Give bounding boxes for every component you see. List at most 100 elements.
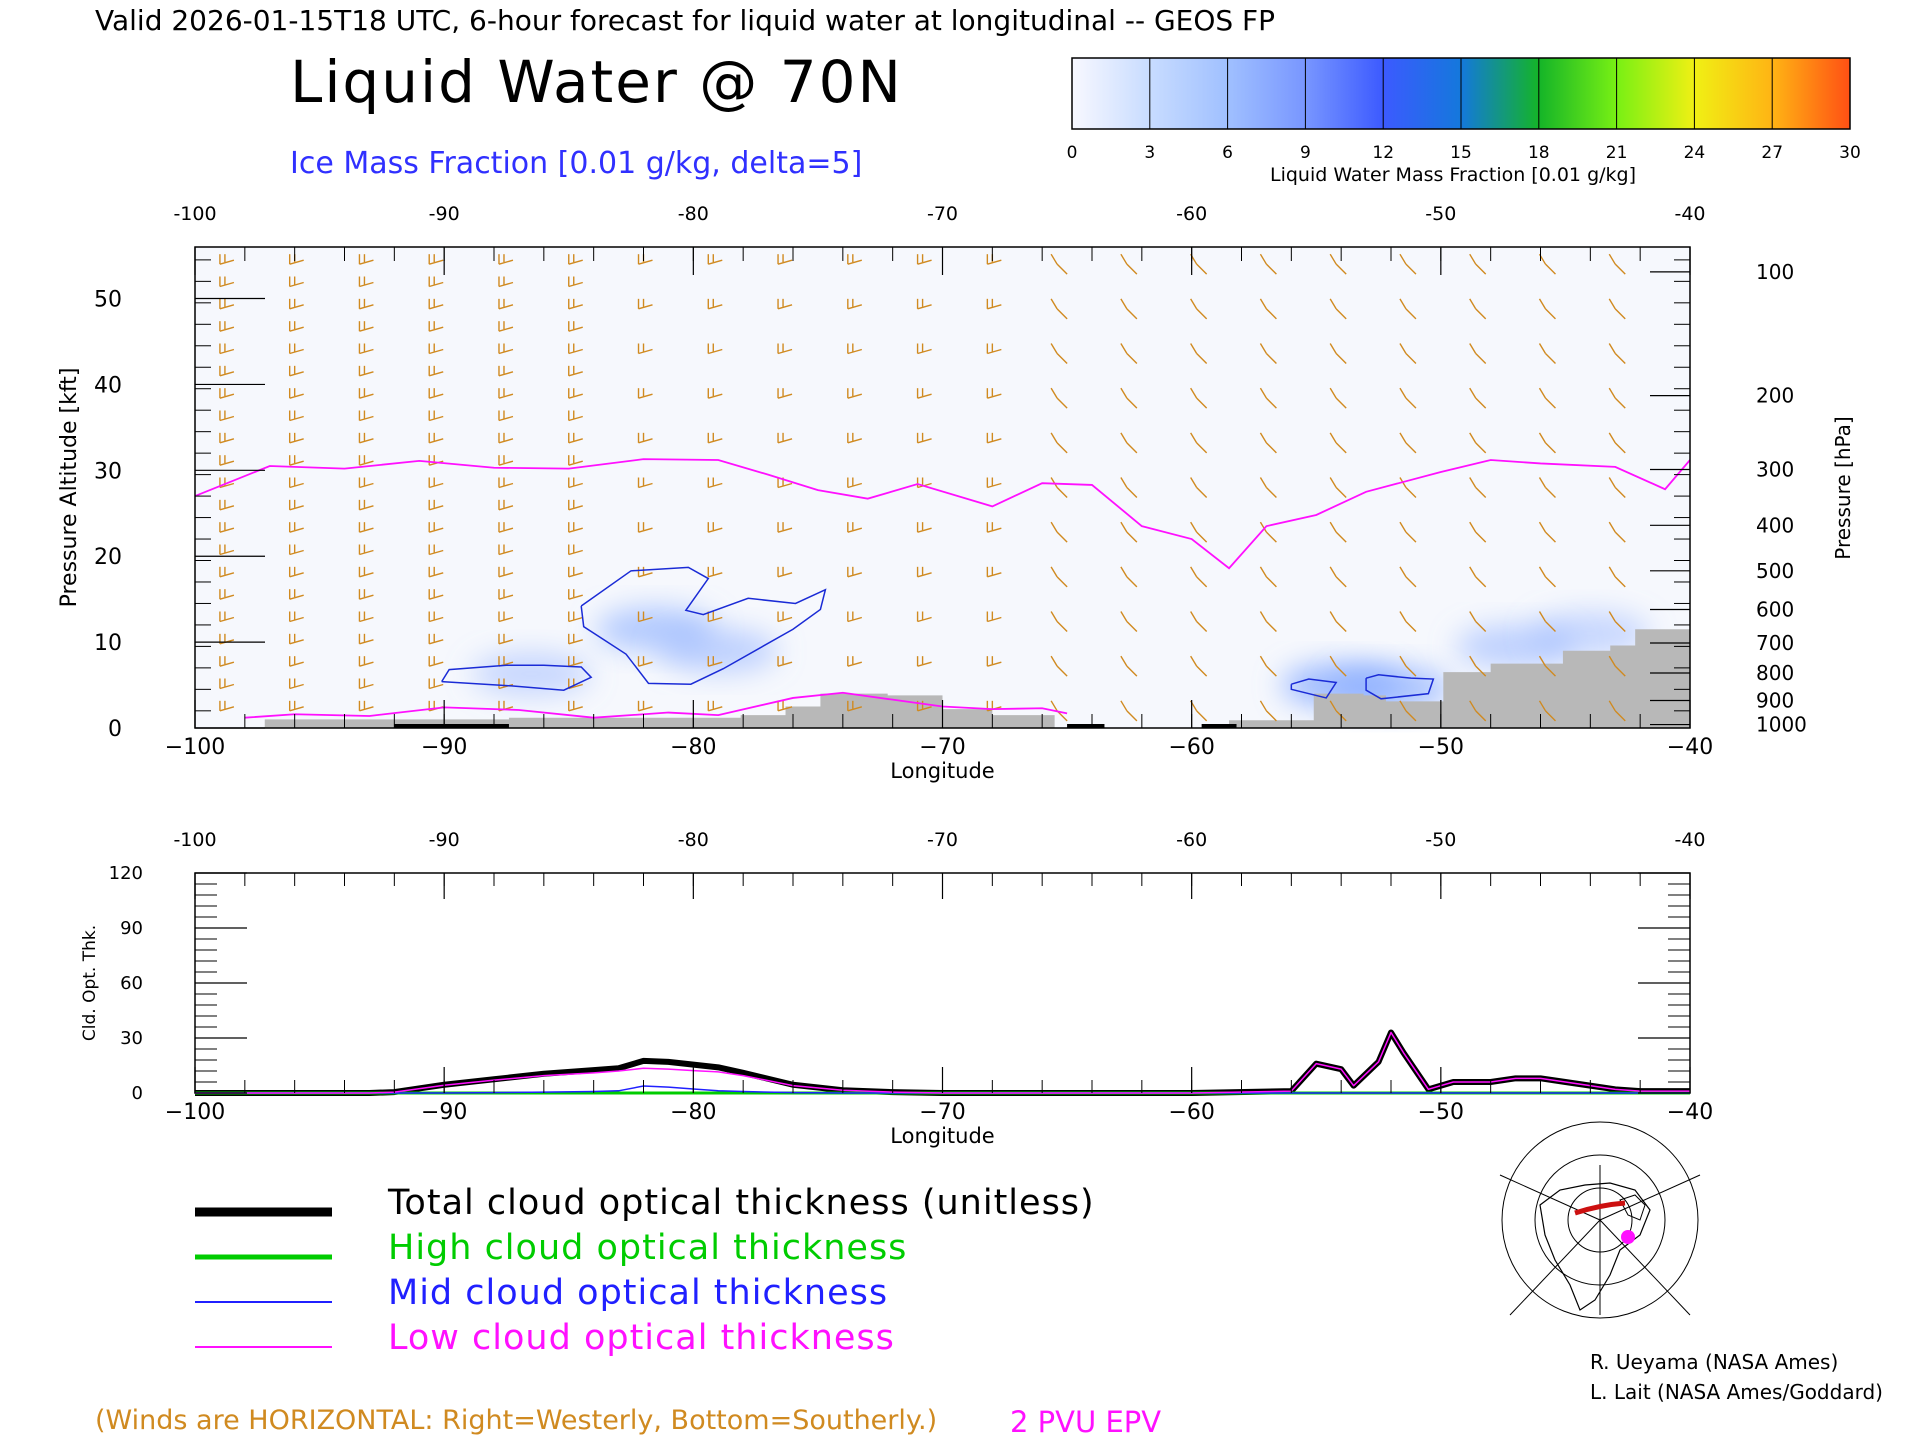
wind-barb [1608, 298, 1626, 320]
wind-barb [847, 388, 863, 399]
ice-contour [580, 566, 827, 685]
x-tick-label-bottom: −90 [421, 1100, 467, 1125]
wind-barb [1190, 521, 1208, 543]
wind-barb [637, 343, 653, 355]
wind-barb [777, 611, 793, 623]
wind-barb [1329, 387, 1347, 409]
legend [195, 1207, 332, 1348]
wind-barb [637, 566, 653, 578]
x-tick-label-top: -40 [1674, 829, 1705, 851]
x-tick-label-top: -100 [173, 829, 216, 851]
wind-barb [498, 365, 514, 377]
wind-barb [1608, 253, 1626, 275]
y-tick-label: 60 [120, 973, 143, 994]
wind-barb [288, 343, 304, 355]
wind-barb [219, 499, 235, 511]
wind-barb [1329, 611, 1347, 632]
transect-track [1574, 1200, 1626, 1216]
wind-barb [777, 700, 793, 712]
wind-barb [219, 522, 235, 533]
wind-barb [1399, 343, 1417, 365]
wind-barb [1329, 253, 1347, 275]
x-tick-label-bottom: −80 [670, 1100, 716, 1125]
wind-barb [1538, 611, 1556, 632]
location-marker [1621, 1230, 1635, 1244]
wind-barb [358, 589, 374, 600]
wind-barb [288, 678, 304, 690]
wind-barb [1329, 343, 1347, 365]
ice-contour [441, 664, 593, 691]
wind-barb [358, 477, 374, 489]
wind-barb [1329, 655, 1347, 677]
wind-barb [1120, 298, 1138, 320]
wind-barb [288, 499, 304, 511]
wind-barb [707, 522, 723, 533]
wind-barb [637, 388, 653, 399]
wind-barb [986, 611, 1002, 623]
colorbar-tick-label: 12 [1372, 143, 1394, 163]
wind-barb [219, 678, 235, 690]
wind-barb [498, 522, 514, 533]
wind-barb [986, 298, 1002, 310]
wind-barb [219, 566, 235, 578]
y-tick-label: 30 [94, 459, 122, 484]
wind-barb [428, 522, 444, 533]
wind-barb [1608, 566, 1626, 588]
wind-barb [916, 432, 932, 444]
wind-barb [986, 388, 1002, 399]
wind-barb [1399, 611, 1417, 632]
wind-barb [1259, 387, 1277, 409]
pressure-tick-label: 400 [1756, 513, 1794, 537]
wind-barb [1469, 253, 1487, 275]
wind-barb [358, 254, 374, 265]
wind-barb [358, 499, 374, 511]
x-axis-title: Longitude [890, 1124, 994, 1148]
legend-label-total: Total cloud optical thickness (unitless) [388, 1183, 1095, 1223]
wind-barb [358, 388, 374, 399]
epv-note: 2 PVU EPV [1010, 1405, 1162, 1439]
colorbar-tick-label: 9 [1300, 143, 1311, 163]
wind-barb [637, 611, 653, 623]
wind-barb [1538, 343, 1556, 365]
x-tick-label-top: -100 [173, 203, 216, 225]
wind-barb [1608, 700, 1626, 722]
wind-barb [1608, 432, 1626, 454]
wind-barb [568, 455, 583, 466]
wind-barb [916, 298, 932, 310]
wind-barb [428, 254, 444, 265]
wind-barb [568, 410, 583, 422]
wind-barb [498, 589, 514, 600]
colorbar-tick-label: 3 [1144, 143, 1155, 163]
x-tick-label-top: -80 [678, 203, 709, 225]
wind-barb [498, 499, 514, 511]
wind-barb [1469, 611, 1487, 632]
wind-barb [1190, 611, 1208, 632]
liquid-water-patch [658, 628, 779, 673]
header-title-line: Valid 2026-01-15T18 UTC, 6-hour forecast… [95, 4, 1276, 37]
y-tick-label: 90 [120, 918, 143, 939]
wind-barb [1608, 343, 1626, 365]
wind-barb [1538, 700, 1556, 722]
wind-barb [986, 522, 1002, 533]
wind-barb [1050, 432, 1068, 454]
pressure-tick-label: 100 [1756, 260, 1794, 284]
wind-barb [219, 589, 235, 600]
wind-barb [707, 388, 723, 399]
wind-barb [1120, 611, 1138, 632]
wind-barb [568, 522, 583, 533]
x-tick-label-top: -50 [1425, 829, 1456, 851]
wind-barb [219, 388, 235, 399]
x-tick-label-bottom: −60 [1168, 1100, 1214, 1125]
wind-barb [847, 298, 863, 310]
pressure-tick-label: 1000 [1756, 713, 1807, 737]
wind-barb [777, 254, 793, 265]
colorbar-tick-label: 6 [1222, 143, 1233, 163]
wind-barb [288, 611, 304, 623]
wind-barb [1050, 387, 1068, 409]
wind-barb [219, 343, 235, 355]
wind-barb [707, 432, 723, 444]
x-tick-label-top: -90 [429, 203, 460, 225]
wind-barb [1259, 611, 1277, 632]
wind-barb [1050, 298, 1068, 320]
